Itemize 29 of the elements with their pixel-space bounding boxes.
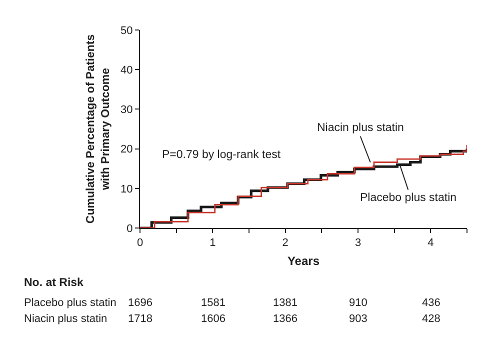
x-axis-title: Years [287, 254, 320, 268]
y-tick-label: 40 [120, 64, 133, 76]
text: 910 [349, 297, 368, 309]
annotation: P=0.79 by log-rank test [162, 149, 282, 161]
x-tick-label: 4 [428, 237, 434, 250]
text: 1606 [201, 313, 226, 325]
x-tick-label: 2 [282, 237, 288, 250]
y-tick-label: 0 [126, 222, 133, 235]
x-tick-label: 0 [136, 237, 144, 250]
x-tick-label: 1 [210, 237, 216, 250]
text: 903 [349, 313, 368, 325]
text: 1366 [273, 313, 298, 325]
text: 436 [422, 297, 440, 309]
text: Placebo plus statin [24, 297, 116, 309]
text: No. at Risk [24, 277, 84, 289]
annotation: Placebo plus statin [360, 192, 457, 204]
y-tick-label: 50 [120, 24, 133, 37]
y-tick-label: 30 [120, 104, 133, 116]
annotation: Niacin plus statin [317, 122, 404, 134]
text: Niacin plus statin [24, 313, 108, 325]
y-axis-title: Cumulative Percentage of Patients with Primary Outcome [85, 34, 112, 224]
text: 1718 [128, 313, 152, 325]
y-tick-label: 10 [120, 183, 133, 196]
y-tick-label: 20 [120, 144, 133, 156]
text: 1581 [201, 297, 226, 309]
text: 428 [422, 313, 440, 325]
text: 1696 [128, 297, 152, 309]
text: 1381 [273, 297, 298, 309]
x-tick-label: 3 [354, 237, 362, 250]
